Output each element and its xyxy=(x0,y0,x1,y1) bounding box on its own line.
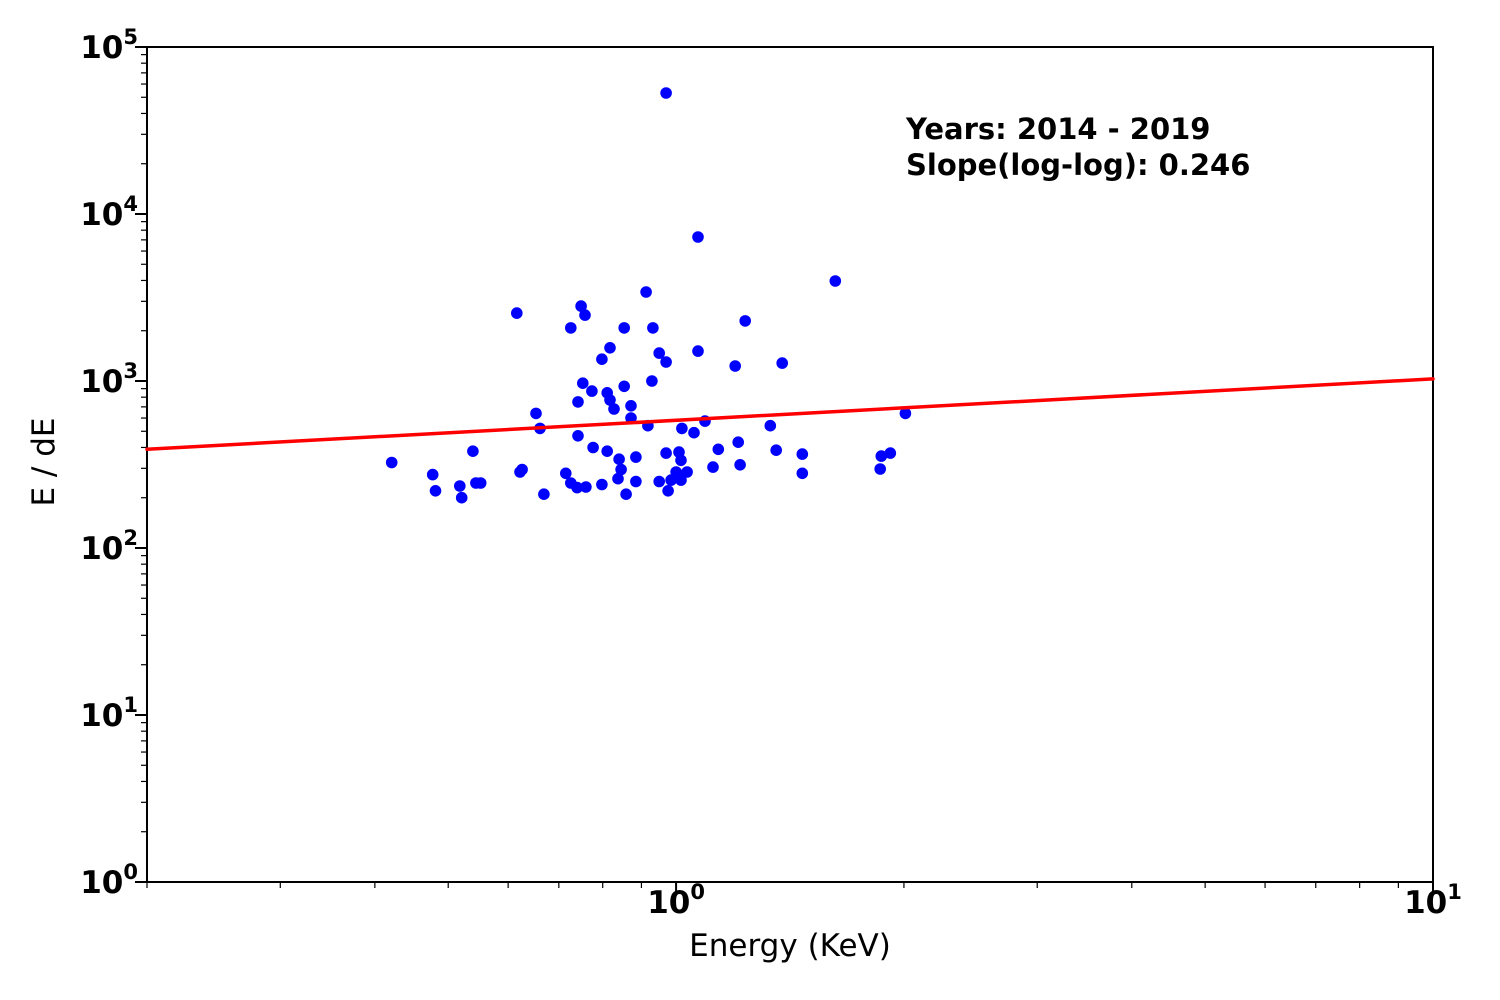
scatter-point xyxy=(596,478,608,491)
annotation-years: Years: 2014 - 2019 xyxy=(906,112,1211,146)
scatter-point xyxy=(729,360,741,372)
scatter-point xyxy=(899,407,912,420)
scatter-point xyxy=(692,231,704,243)
scatter-point xyxy=(575,300,587,312)
scatter-point xyxy=(675,474,687,486)
y-tick-label: 104 xyxy=(80,192,138,233)
scatter-point xyxy=(601,445,613,458)
scatter-point xyxy=(429,485,442,497)
scatter-point xyxy=(587,441,599,454)
scatter-point xyxy=(681,466,693,478)
scatter-point xyxy=(612,472,624,485)
y-tick-label: 101 xyxy=(80,693,138,734)
scatter-point xyxy=(571,481,583,494)
scatter-point xyxy=(884,447,897,459)
scatter-point xyxy=(662,485,674,497)
scatter-point xyxy=(474,477,487,489)
scatter-point xyxy=(511,307,523,319)
scatter-point xyxy=(455,491,468,504)
x-tick-label: 100 xyxy=(647,880,705,921)
scatter-point xyxy=(712,443,725,456)
scatter-point xyxy=(454,480,466,492)
scatter-point xyxy=(676,422,688,435)
scatter-point xyxy=(688,426,700,439)
scatter-point xyxy=(586,385,598,397)
scatter-point xyxy=(734,459,746,471)
scatter-point xyxy=(620,488,632,501)
scatter-point xyxy=(796,467,809,480)
scatter-point xyxy=(560,467,572,480)
scatter-point xyxy=(692,345,704,357)
scatter-point xyxy=(770,444,782,457)
scatter-point xyxy=(615,463,627,476)
scatter-point xyxy=(630,475,642,488)
scatter-point xyxy=(604,394,616,406)
scatter-point xyxy=(580,481,592,493)
scatter-point xyxy=(646,375,658,387)
scatter-point xyxy=(653,347,665,359)
x-tick-label: 101 xyxy=(1404,880,1462,921)
scatter-point xyxy=(565,322,577,334)
scatter-point xyxy=(613,453,625,466)
y-tick-label: 100 xyxy=(80,860,138,901)
plot-border xyxy=(146,46,1434,883)
scatter-point xyxy=(764,419,777,432)
y-tick-label: 105 xyxy=(80,25,138,66)
scatter-point xyxy=(604,342,616,354)
x-axis-label: Energy (KeV) xyxy=(689,928,891,964)
scatter-point xyxy=(647,322,659,334)
scatter-point xyxy=(665,474,677,486)
scatter-point xyxy=(630,451,642,463)
scatter-point xyxy=(625,400,637,412)
annotation-box: Years: 2014 - 2019 Slope(log-log): 0.246 xyxy=(906,111,1250,183)
scatter-point xyxy=(640,286,652,298)
scatter-point xyxy=(660,447,672,459)
scatter-point xyxy=(618,322,630,334)
scatter-point xyxy=(596,353,608,366)
scatter-point xyxy=(707,461,719,473)
scatter-point xyxy=(875,450,888,462)
scatter-point xyxy=(572,396,584,408)
scatter-point xyxy=(572,430,584,442)
scatter-point xyxy=(739,315,751,327)
scatter-point xyxy=(608,403,620,415)
scatter-point xyxy=(829,275,842,287)
fit-line xyxy=(145,377,1435,452)
scatter-point xyxy=(538,488,550,501)
y-tick-label: 102 xyxy=(80,526,138,567)
scatter-point xyxy=(796,448,809,460)
scatter-point xyxy=(577,377,589,390)
scatter-point xyxy=(516,463,528,476)
scatter-point xyxy=(579,309,591,321)
scatter-point xyxy=(660,356,672,368)
scatter-point xyxy=(776,357,788,369)
scatter-point xyxy=(426,468,439,481)
scatter-point xyxy=(530,407,542,420)
y-tick-label: 103 xyxy=(80,359,138,400)
scatter-point xyxy=(675,454,687,467)
scatter-point xyxy=(874,463,886,475)
scatter-point xyxy=(618,380,630,393)
annotation-slope: Slope(log-log): 0.246 xyxy=(906,148,1251,182)
y-axis-label: E / dE xyxy=(26,417,62,507)
scatter-point xyxy=(385,456,398,469)
scatter-point xyxy=(467,445,479,458)
scatter-point xyxy=(653,475,665,488)
scatter-point xyxy=(660,87,672,99)
scatter-point xyxy=(732,436,744,449)
